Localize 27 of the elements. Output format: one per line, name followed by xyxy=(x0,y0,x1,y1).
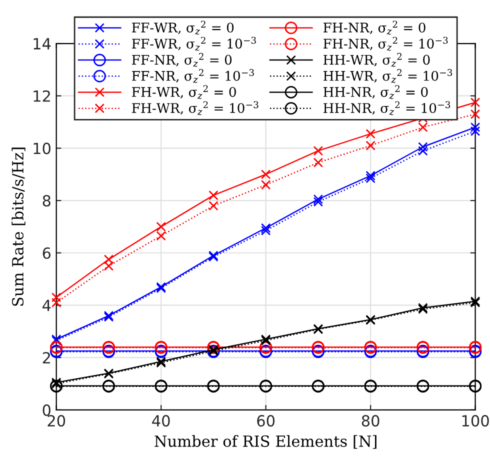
y-tick-label: 6 xyxy=(42,247,51,259)
legend-label: FH-WR, σ$_{z}$$^{2}$ = 0 xyxy=(132,85,236,100)
y-axis-title: Sum Rate [bits/s/Hz] xyxy=(12,148,26,306)
legend-label: FH-NR, σ$_{z}$$^{2}$ = 0 xyxy=(323,20,426,35)
y-tick-label: 4 xyxy=(42,300,51,312)
y-tick-label: 14 xyxy=(34,38,51,50)
y-tick-label: 0 xyxy=(42,404,50,416)
legend-label: FF-NR, σ$_{z}$$^{2}$ = 0 xyxy=(132,52,232,67)
legend-label: HH-WR, σ$_{z}$$^{2}$ = 10$^{−3}$ xyxy=(323,69,452,83)
x-axis-title: Number of RIS Elements [N] xyxy=(154,435,376,449)
legend-label: FF-WR, σ$_{z}$$^{2}$ = 0 xyxy=(132,20,234,35)
y-tick-label: 10 xyxy=(34,142,50,154)
y-tick-label: 8 xyxy=(42,195,50,207)
y-tick-label: 2 xyxy=(42,352,50,364)
legend-label: HH-NR, σ$_{z}$$^{2}$ = 10$^{−3}$ xyxy=(323,101,450,116)
y-tick-label: 12 xyxy=(34,90,50,102)
legend-label: FF-WR, σ$_{z}$$^{2}$ = 10$^{−3}$ xyxy=(132,36,256,51)
legend-label: HH-WR, σ$_{z}$$^{2}$ = 0 xyxy=(323,52,430,67)
legend-label: FH-WR, σ$_{z}$$^{2}$ = 10$^{−3}$ xyxy=(132,101,258,116)
x-tick-label: 40 xyxy=(152,415,170,427)
legend-label: HH-NR, σ$_{z}$$^{2}$ = 0 xyxy=(323,85,428,100)
legend-label: FH-NR, σ$_{z}$$^{2}$ = 10$^{−3}$ xyxy=(323,36,448,51)
x-tick-label: 60 xyxy=(257,415,275,427)
x-tick-label: 80 xyxy=(362,415,380,427)
legend-label: FF-NR, σ$_{z}$$^{2}$ = 10$^{−3}$ xyxy=(132,69,254,83)
x-tick-label: 100 xyxy=(462,415,489,427)
x-tick-label: 20 xyxy=(48,415,66,427)
